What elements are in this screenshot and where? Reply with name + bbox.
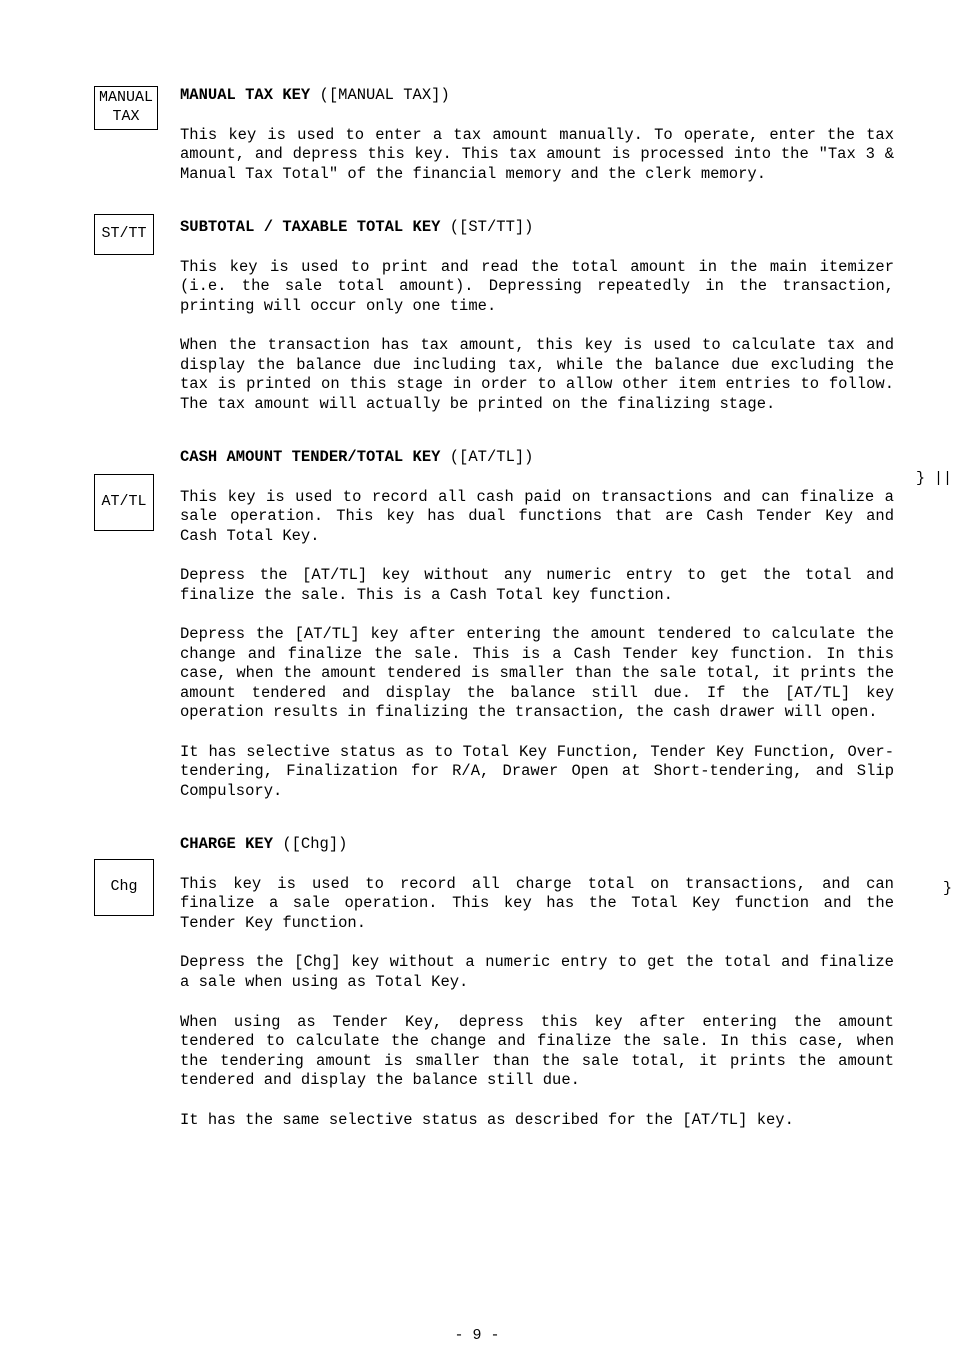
heading-title: MANUAL TAX KEY: [180, 86, 310, 104]
key-column: Chg: [94, 835, 180, 916]
heading-title: CHARGE KEY: [180, 835, 273, 853]
body-paragraph: This key is used to record all cash paid…: [180, 488, 894, 547]
content-column: CASH AMOUNT TENDER/TOTAL KEY ([AT/TL]) T…: [180, 448, 894, 801]
page: MANUAL TAX MANUAL TAX KEY ([MANUAL TAX])…: [0, 0, 954, 1356]
body-paragraph: It has the same selective status as desc…: [180, 1111, 894, 1131]
body-paragraph: This key is used to enter a tax amount m…: [180, 126, 894, 185]
body-paragraph: Depress the [AT/TL] key after entering t…: [180, 625, 894, 723]
key-box-chg: Chg: [94, 859, 154, 916]
key-box-attl: AT/TL: [94, 474, 154, 531]
key-box-sttt: ST/TT: [94, 214, 154, 255]
heading-code: ([AT/TL]): [440, 448, 533, 466]
content-column: CHARGE KEY ([Chg]) This key is used to r…: [180, 835, 894, 1130]
section-heading: MANUAL TAX KEY ([MANUAL TAX]): [180, 86, 894, 106]
scan-artifact: } ||: [916, 470, 952, 487]
body-paragraph: Depress the [AT/TL] key without any nume…: [180, 566, 894, 605]
section-cash-amount: AT/TL CASH AMOUNT TENDER/TOTAL KEY ([AT/…: [94, 448, 894, 801]
section-manual-tax: MANUAL TAX MANUAL TAX KEY ([MANUAL TAX])…: [94, 86, 894, 184]
section-charge: Chg CHARGE KEY ([Chg]) This key is used …: [94, 835, 894, 1130]
section-heading: SUBTOTAL / TAXABLE TOTAL KEY ([ST/TT]): [180, 218, 894, 238]
key-box-manual-tax: MANUAL TAX: [94, 86, 158, 130]
scan-artifact: }: [943, 880, 952, 897]
key-column: AT/TL: [94, 448, 180, 531]
section-heading: CASH AMOUNT TENDER/TOTAL KEY ([AT/TL]): [180, 448, 894, 468]
page-number: - 9 -: [0, 1327, 954, 1344]
content-column: SUBTOTAL / TAXABLE TOTAL KEY ([ST/TT]) T…: [180, 218, 894, 414]
content-column: MANUAL TAX KEY ([MANUAL TAX]) This key i…: [180, 86, 894, 184]
key-column: ST/TT: [94, 218, 180, 255]
heading-code: ([ST/TT]): [440, 218, 533, 236]
body-paragraph: When the transaction has tax amount, thi…: [180, 336, 894, 414]
body-paragraph: When using as Tender Key, depress this k…: [180, 1013, 894, 1091]
body-paragraph: It has selective status as to Total Key …: [180, 743, 894, 802]
section-heading: CHARGE KEY ([Chg]): [180, 835, 894, 855]
heading-title: CASH AMOUNT TENDER/TOTAL KEY: [180, 448, 440, 466]
key-column: MANUAL TAX: [94, 86, 180, 130]
body-paragraph: This key is used to record all charge to…: [180, 875, 894, 934]
body-paragraph: This key is used to print and read the t…: [180, 258, 894, 317]
body-paragraph: Depress the [Chg] key without a numeric …: [180, 953, 894, 992]
heading-code: ([MANUAL TAX]): [310, 86, 450, 104]
heading-code: ([Chg]): [273, 835, 347, 853]
section-subtotal: ST/TT SUBTOTAL / TAXABLE TOTAL KEY ([ST/…: [94, 218, 894, 414]
heading-title: SUBTOTAL / TAXABLE TOTAL KEY: [180, 218, 440, 236]
